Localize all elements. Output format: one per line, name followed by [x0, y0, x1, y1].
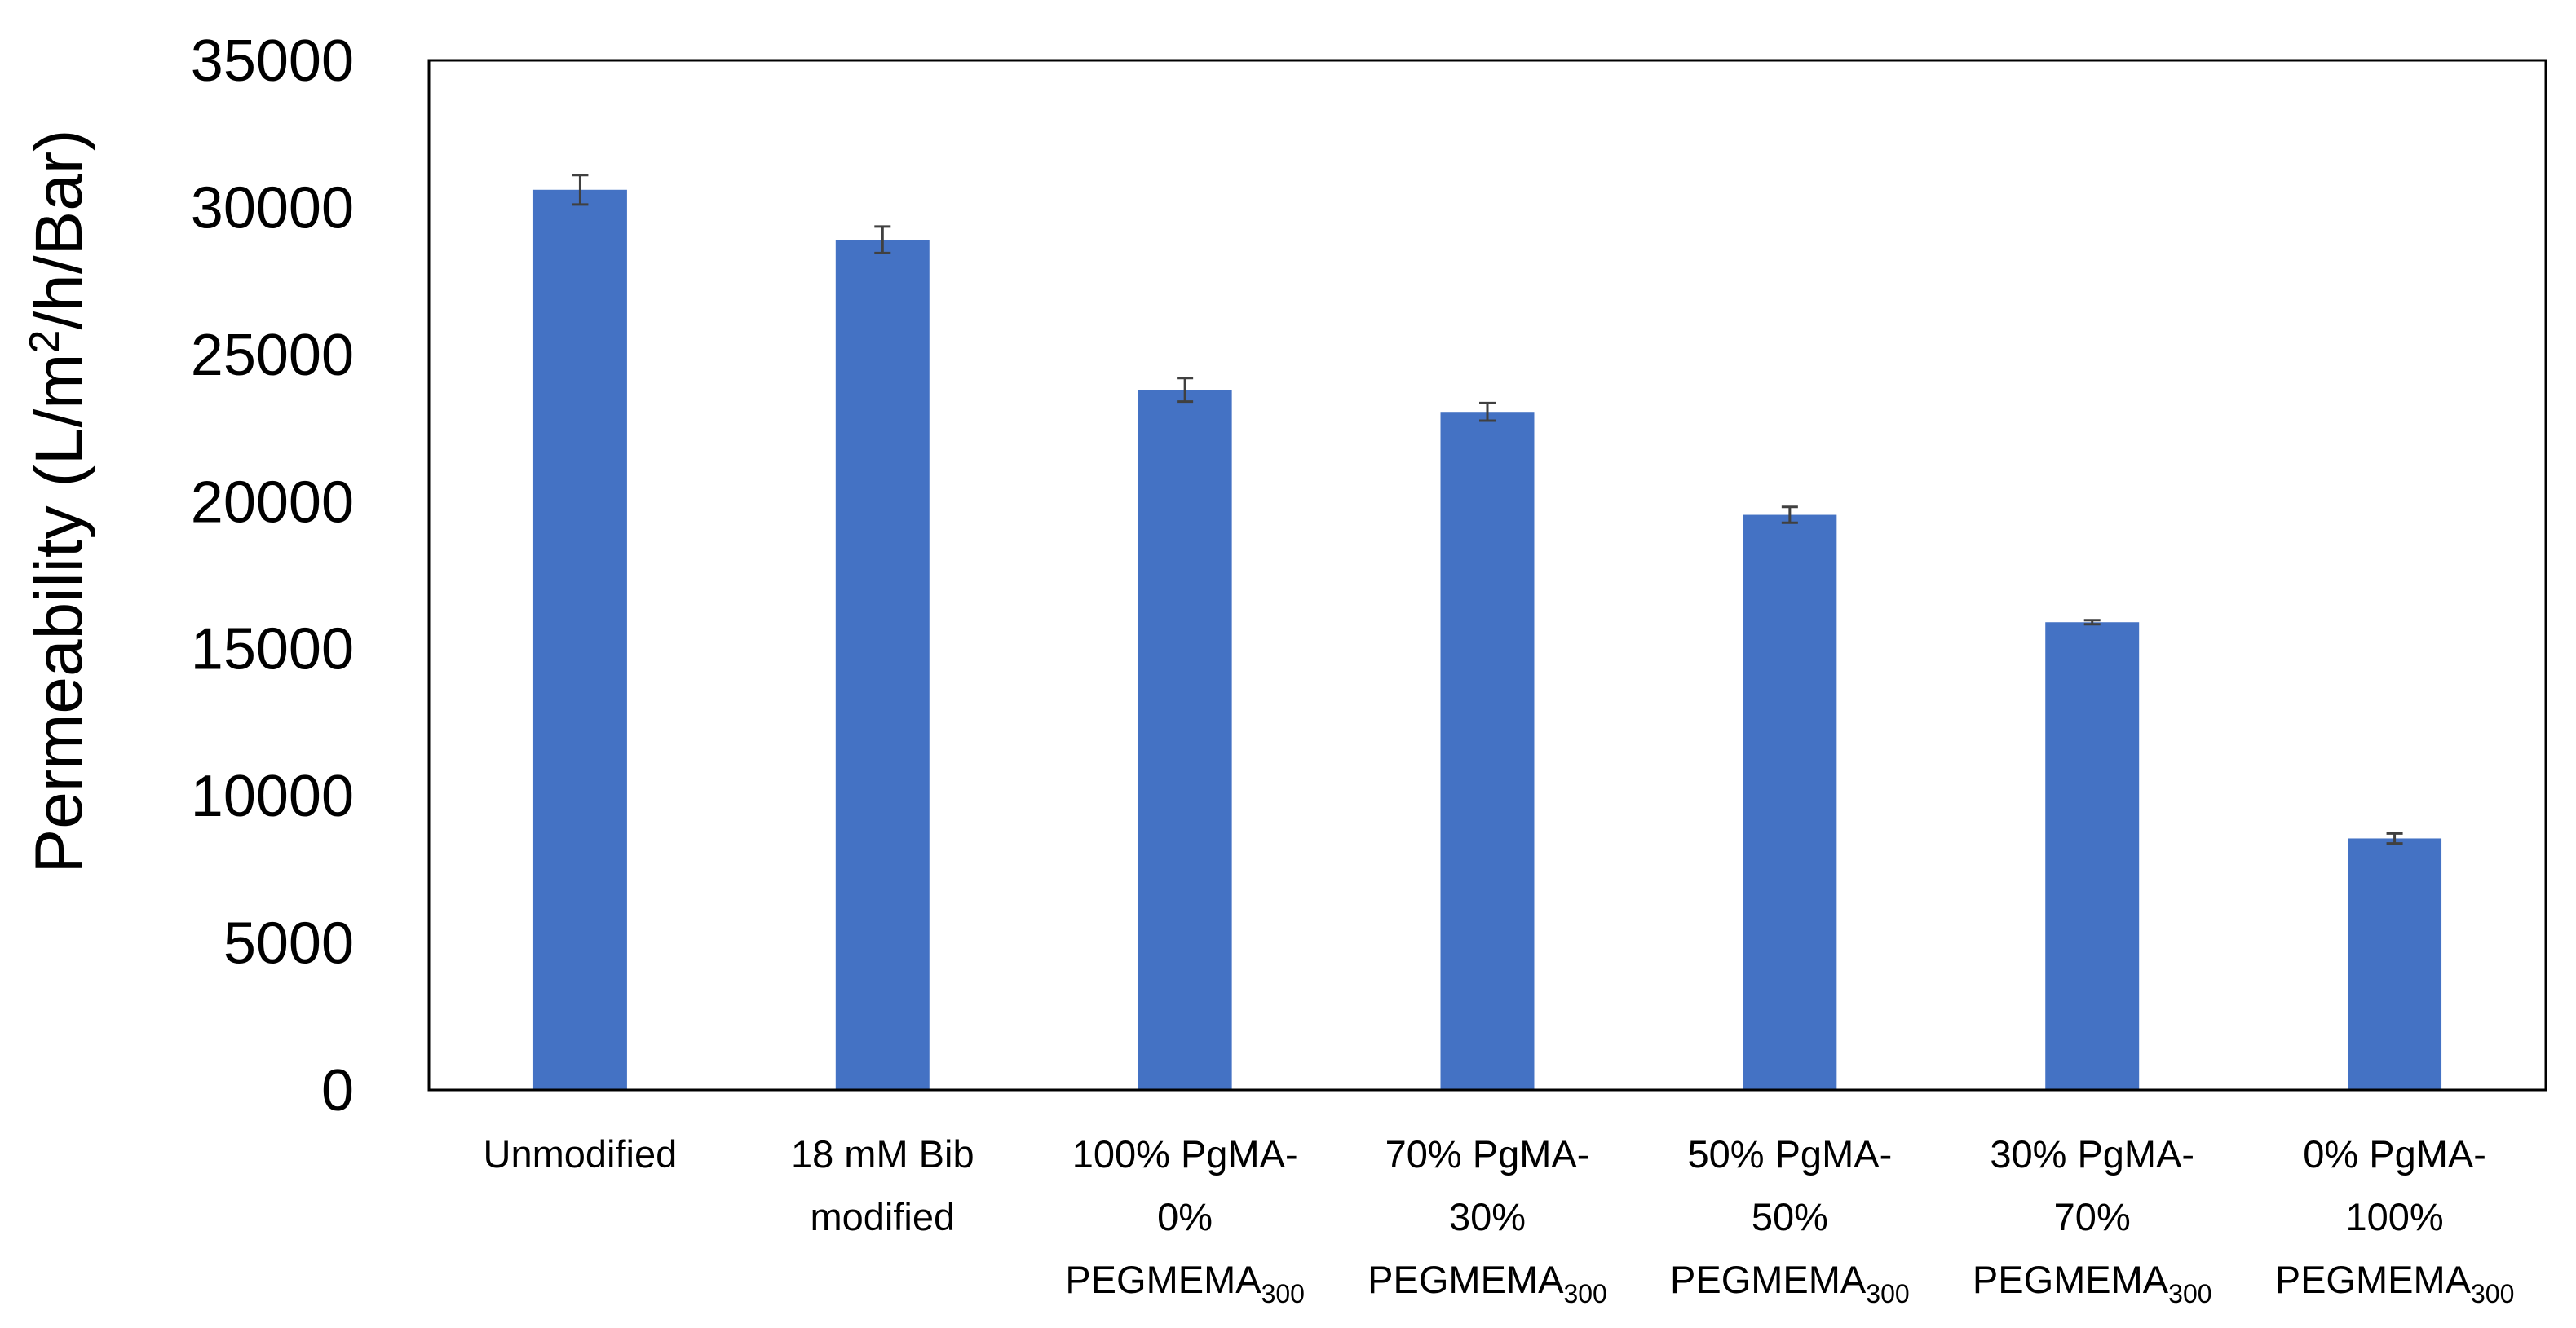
x-category-line: 50% PgMA- [1687, 1132, 1892, 1176]
bar [1440, 412, 1535, 1091]
x-category-line: 0% [1157, 1195, 1213, 1238]
x-category-line: 18 mM Bib [791, 1132, 974, 1176]
bar [1743, 514, 1837, 1090]
x-category-line: PEGMEMA [1065, 1258, 1261, 1301]
y-tick-label: 0 [321, 1058, 354, 1123]
bar [2045, 622, 2140, 1090]
x-category-label: 0% PgMA- 100% PEGMEMA300 [2275, 1132, 2515, 1308]
x-category-subscript: 300 [1866, 1279, 1909, 1308]
error-bar [1781, 505, 1798, 524]
x-category-line: 30% [1449, 1195, 1526, 1238]
plot-area-frame [427, 59, 2547, 1092]
y-tick-label: 35000 [191, 29, 354, 94]
y-tick-label: 10000 [191, 764, 354, 829]
x-category-line: 50% [1752, 1195, 1828, 1238]
x-category-subscript: 300 [2168, 1279, 2211, 1308]
y-tick-label: 25000 [191, 323, 354, 388]
error-bar [1479, 401, 1496, 422]
x-category-line: PEGMEMA [2275, 1258, 2472, 1301]
x-category-line: PEGMEMA [1670, 1258, 1867, 1301]
x-category-subscript: 300 [2471, 1279, 2514, 1308]
bar [532, 189, 627, 1091]
y-axis-title-main: Permeability (L/m [22, 354, 96, 874]
error-bar [572, 174, 589, 206]
x-category-line: 30% PgMA- [1990, 1132, 2194, 1176]
x-category-line: 0% PgMA- [2303, 1132, 2486, 1176]
y-tick-label: 15000 [191, 617, 354, 682]
y-axis-title-superscript: 2 [21, 330, 68, 354]
x-category-label: 30% PgMA- 70% PEGMEMA300 [1973, 1132, 2212, 1308]
x-category-label: 50% PgMA- 50% PEGMEMA300 [1670, 1132, 1910, 1308]
x-category-line: 70% [2054, 1195, 2131, 1238]
x-category-label: 70% PgMA- 30% PEGMEMA300 [1368, 1132, 1607, 1308]
x-category-line: 100% PgMA- [1072, 1132, 1298, 1176]
y-axis-title: Permeability (L/m2/h/Bar) [21, 130, 96, 874]
x-category-line: Unmodified [484, 1132, 678, 1176]
x-category-subscript: 300 [1261, 1279, 1305, 1308]
bar [1138, 390, 1232, 1090]
x-category-subscript: 300 [1563, 1279, 1606, 1308]
x-category-label: Unmodified [484, 1132, 678, 1176]
x-category-line: PEGMEMA [1368, 1258, 1564, 1301]
error-bar [2386, 832, 2403, 845]
x-category-label: 100% PgMA- 0% PEGMEMA300 [1065, 1132, 1305, 1308]
error-bar [874, 225, 891, 254]
x-category-line: 100% [2345, 1195, 2443, 1238]
error-bar [1177, 377, 1194, 404]
bar [835, 240, 930, 1091]
x-category-line: PEGMEMA [1973, 1258, 2169, 1301]
bar [2348, 838, 2442, 1090]
x-category-label: 18 mM Bib modified [791, 1132, 974, 1238]
error-bar [2083, 619, 2101, 626]
y-axis-title-rest: /h/Bar) [22, 130, 96, 330]
y-tick-label: 5000 [223, 911, 354, 977]
y-tick-label: 30000 [191, 175, 354, 240]
y-tick-label: 20000 [191, 470, 354, 535]
x-category-line: modified [810, 1195, 955, 1238]
x-category-line: 70% PgMA- [1385, 1132, 1590, 1176]
